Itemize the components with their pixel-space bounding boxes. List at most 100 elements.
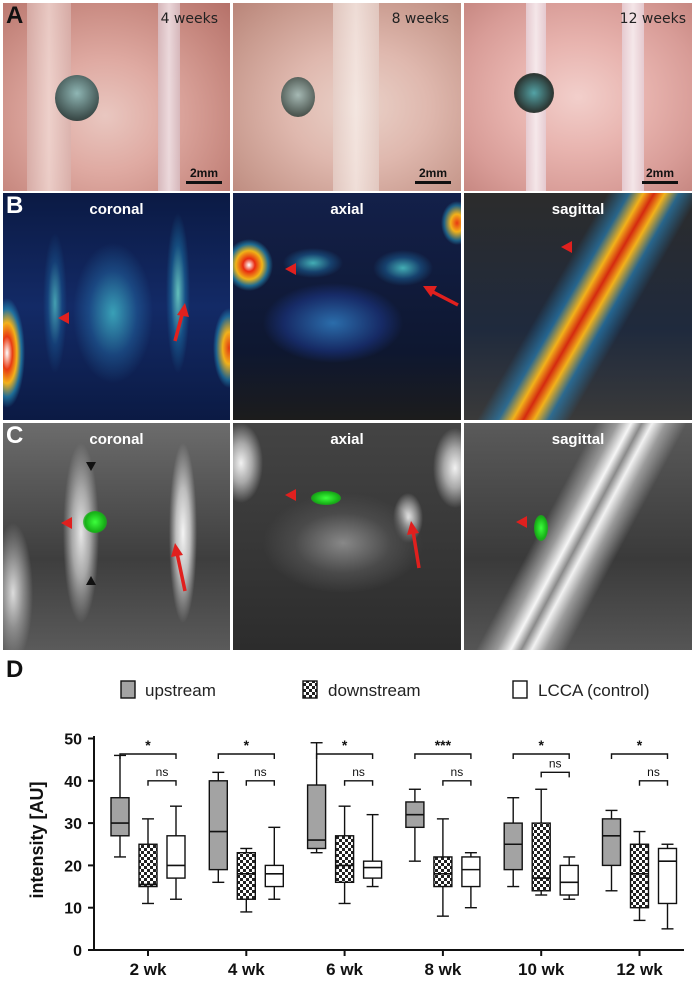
x-tick-label: 10 wk [518, 960, 565, 979]
arrow-marker [61, 462, 187, 592]
sig-bracket-upstream [119, 753, 177, 759]
photo-4-weeks: 4 weeks 2mm [3, 3, 230, 191]
sig-bracket-upstream [414, 753, 472, 759]
sig-bracket-downstream [343, 780, 374, 786]
sig-label-upstream: * [637, 737, 643, 753]
legend-swatch-upstream [120, 680, 136, 699]
view-title: axial [330, 201, 364, 218]
y-tick-label: 30 [64, 816, 82, 833]
view-title: coronal [89, 431, 144, 448]
box-upstream [405, 788, 425, 862]
box-upstream [601, 809, 622, 892]
panel-b-label: B [6, 192, 24, 219]
y-tick-label: 0 [73, 943, 82, 960]
box-iqr [166, 835, 186, 879]
legend-label-upstream: upstream [145, 681, 216, 700]
view-title: axial [330, 431, 364, 448]
box-iqr [503, 822, 523, 871]
time-label: 4 weeks [160, 11, 218, 27]
sig-label-downstream: ns [254, 765, 267, 779]
box-upstream [208, 771, 229, 884]
box-lcca [461, 852, 481, 909]
x-tick-label: 8 wk [424, 960, 461, 979]
box-plot-chart: upstream downstream LCCA (control) inten… [27, 680, 684, 979]
sig-bracket-upstream [610, 753, 669, 759]
sig-label-upstream: *** [435, 737, 452, 753]
scale-bar: 2mm [415, 166, 451, 184]
box-iqr [110, 797, 130, 837]
scale-label: 2mm [418, 166, 447, 180]
scale-bar: 2mm [186, 166, 222, 184]
sig-label-upstream: * [538, 737, 544, 753]
box-downstream [433, 818, 453, 917]
y-tick-label: 40 [64, 774, 82, 791]
arrow-marker [516, 516, 527, 528]
chart-legend: upstream downstream LCCA (control) [120, 680, 649, 700]
box-iqr [264, 864, 284, 888]
x-tick-label: 2 wk [130, 960, 167, 979]
mri-sagittal: sagittal [464, 423, 692, 650]
box-iqr [601, 818, 622, 867]
box-iqr [138, 843, 158, 888]
box-upstream [503, 797, 523, 888]
mri-coronal: coronal [3, 423, 230, 650]
view-title: sagittal [551, 201, 605, 218]
sig-label-downstream: ns [549, 756, 562, 770]
sig-bracket-downstream [147, 780, 177, 786]
box-lcca [264, 826, 284, 900]
box-downstream [138, 818, 158, 905]
box-iqr [334, 835, 355, 884]
box-iqr [208, 780, 229, 871]
sig-bracket-upstream [315, 753, 374, 759]
x-tick-label: 4 wk [228, 960, 265, 979]
sig-bracket-downstream [442, 780, 472, 786]
y-tick-label: 50 [64, 732, 82, 749]
scale-label: 2mm [189, 166, 218, 180]
view-title: sagittal [551, 431, 605, 448]
arrow-marker [58, 303, 189, 342]
legend-label-downstream: downstream [328, 681, 421, 700]
arrow-marker [561, 241, 572, 253]
box-downstream [531, 788, 551, 896]
y-tick-label: 20 [64, 858, 82, 875]
x-tick-label: 12 wk [616, 960, 663, 979]
sig-bracket-downstream [540, 771, 570, 778]
photo-12-weeks: 12 weeks 2mm [464, 3, 692, 191]
legend-label-control: LCCA (control) [538, 681, 649, 700]
box-lcca [362, 813, 383, 888]
heatmap-sagittal: sagittal [464, 193, 692, 420]
panel-c-label: C [6, 422, 24, 449]
panel-d-label: D [6, 656, 24, 683]
box-downstream [629, 830, 650, 922]
legend-swatch-control [512, 680, 528, 699]
time-label: 8 weeks [391, 11, 449, 27]
sig-bracket-downstream [245, 780, 275, 786]
photo-8-weeks: 8 weeks 2mm [233, 3, 461, 191]
sig-bracket-downstream [638, 780, 669, 786]
box-iqr [461, 856, 481, 888]
heatmap-coronal: coronal [3, 193, 230, 420]
box-upstream [110, 754, 130, 858]
box-lcca [657, 843, 678, 930]
box-iqr [657, 847, 678, 905]
time-label: 12 weeks [619, 11, 686, 27]
legend-swatch-downstream [302, 680, 318, 699]
sig-bracket-upstream [512, 753, 570, 759]
box-iqr [236, 852, 257, 900]
y-tick-label: 10 [64, 901, 82, 918]
arrow-marker [285, 489, 421, 569]
box-downstream [236, 847, 257, 913]
box-lcca [559, 856, 579, 900]
x-tick-label: 6 wk [326, 960, 363, 979]
box-iqr [531, 822, 551, 892]
box-downstream [334, 805, 355, 905]
mri-axial: axial [233, 423, 461, 650]
sig-label-upstream: * [244, 737, 250, 753]
arrow-marker [285, 263, 459, 307]
sig-label-downstream: ns [647, 765, 660, 779]
heatmap-axial: axial [233, 193, 461, 420]
scale-label: 2mm [645, 166, 674, 180]
sig-label-downstream: ns [352, 765, 365, 779]
box-lcca [166, 805, 186, 900]
sig-label-downstream: ns [451, 765, 464, 779]
